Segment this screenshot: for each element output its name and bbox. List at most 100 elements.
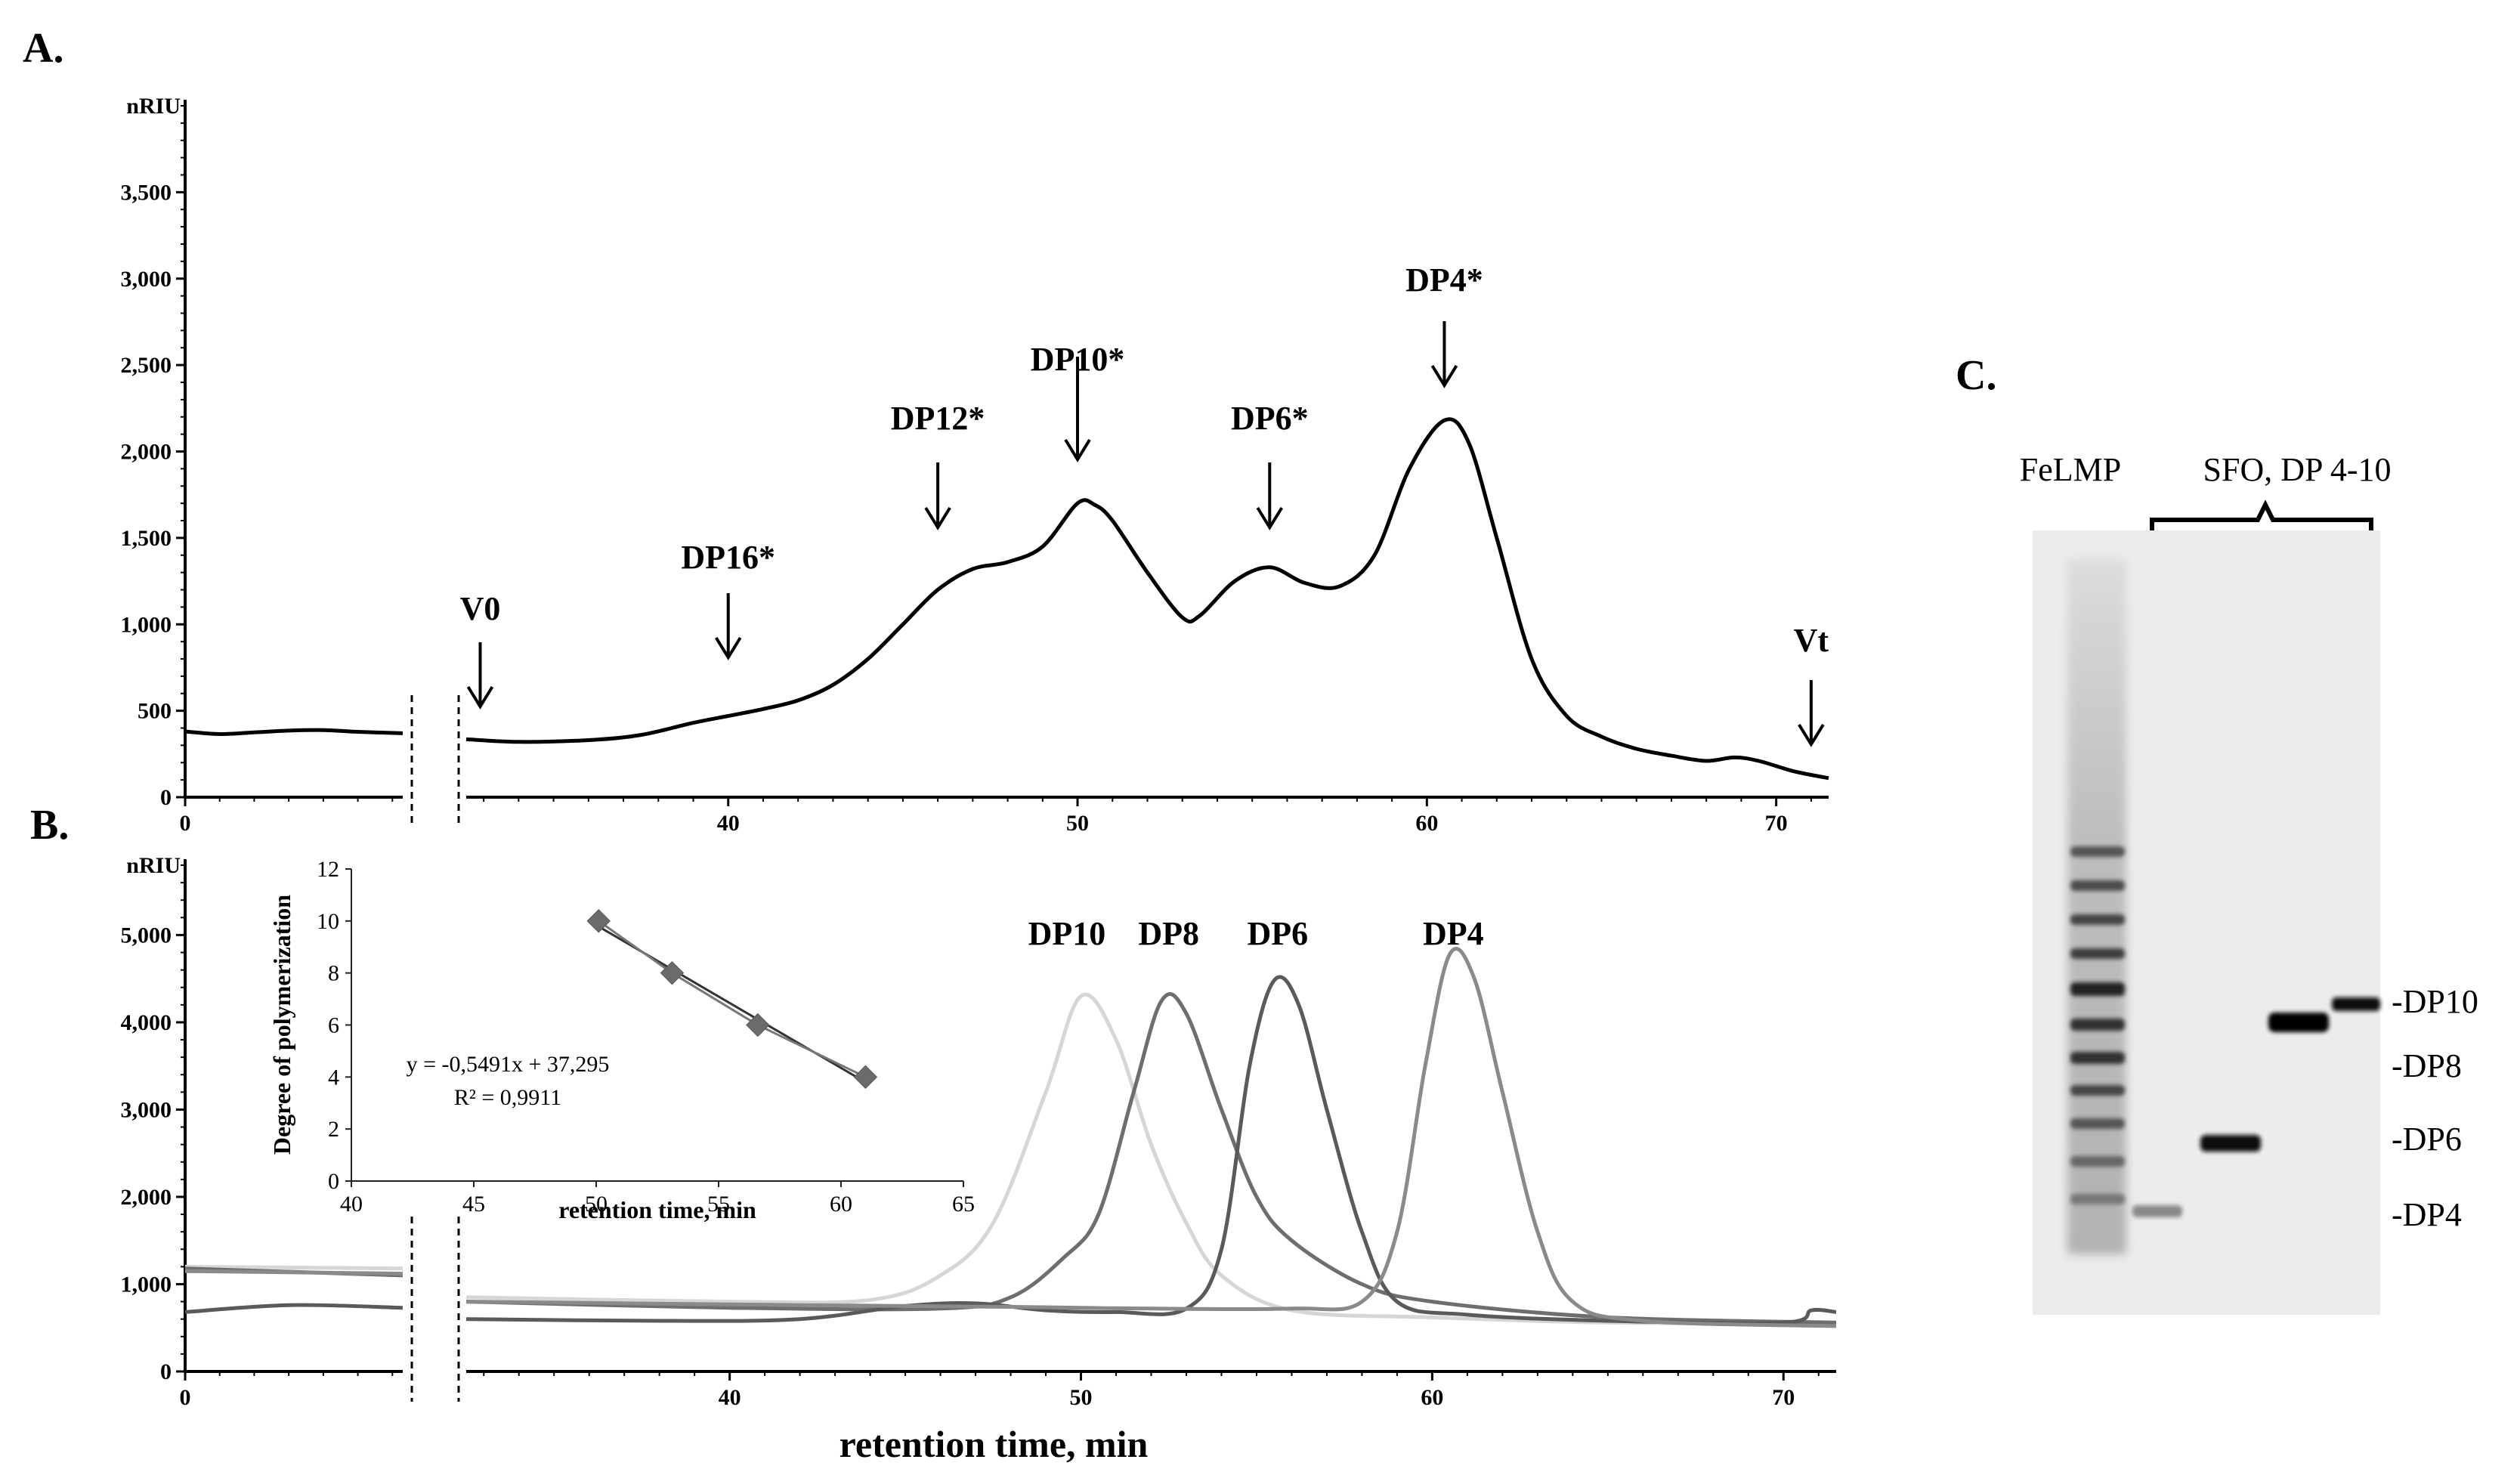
inset-x-axis-label: retention time, min <box>558 1196 756 1223</box>
x-tick-label: 70 <box>1772 1385 1795 1410</box>
y-tick-label: 500 <box>138 699 172 724</box>
y-tick-label: 1,000 <box>121 1272 172 1297</box>
panel-b-x-axis-label: retention time, min <box>839 1423 1149 1465</box>
y-tick-label: 3,000 <box>121 1097 172 1122</box>
gel-ladder-band <box>2070 1156 2125 1167</box>
x-tick-label: 40 <box>717 811 740 836</box>
inset-data-point <box>586 909 611 933</box>
gel-band-dp10 <box>2332 997 2380 1011</box>
y-tick-label: 1,000 <box>121 612 172 637</box>
gel-band-label-dp10: -DP10 <box>2392 983 2478 1020</box>
gel-lane-label-felmp: FeLMP <box>2020 451 2121 488</box>
inset-x-tick-label: 60 <box>830 1192 852 1217</box>
annotation-v0-label: V0 <box>460 590 501 627</box>
inset-y-tick-label: 4 <box>328 1065 339 1090</box>
gel-ladder-band <box>2070 846 2125 857</box>
inset-data-point <box>853 1065 878 1090</box>
inset-data-line <box>598 920 867 1078</box>
inset-r-squared: R² = 0,9911 <box>454 1085 561 1110</box>
gel-lane-label-sfo: SFO, DP 4-10 <box>2203 451 2392 488</box>
gel-ladder-band <box>2070 948 2125 959</box>
y-tick-label: 4,000 <box>121 1010 172 1035</box>
inset-x-tick-label: 45 <box>462 1192 485 1217</box>
x-tick-label: 70 <box>1765 811 1788 836</box>
x-tick-label: 0 <box>180 1385 191 1410</box>
inset-x-tick-label: 55 <box>707 1192 730 1217</box>
inset-data-point <box>746 1013 770 1037</box>
y-tick-label: 0 <box>160 785 172 810</box>
inset-x-tick-label: 65 <box>952 1192 975 1217</box>
series-dp6-left <box>184 1303 404 1314</box>
series-dp6-right <box>465 975 1837 1325</box>
gel-smear-felmp <box>2067 559 2126 1254</box>
inset-y-tick-label: 8 <box>328 961 339 986</box>
annotation-dp4-arrowhead <box>1430 364 1458 388</box>
inset-y-axis-label: Degree of polymerization <box>268 895 295 1155</box>
annotation-v0-arrowhead <box>466 685 494 710</box>
annotation-dp10-label: DP10 <box>1028 915 1106 952</box>
x-tick-label: 40 <box>719 1385 741 1410</box>
x-tick-label: 60 <box>1415 811 1438 836</box>
panel-a-chart: nRIU 05001,0001,5002,0002,5003,0003,500 … <box>121 94 1829 836</box>
panel-c-gel: FeLMP SFO, DP 4-10 -DP10 -DP8 -DP6 -DP4 <box>2020 451 2478 1315</box>
annotation-vt-label: Vt <box>1794 622 1829 659</box>
x-tick-label: 60 <box>1421 1385 1443 1410</box>
annotation-dp4-label: DP4* <box>1405 261 1483 298</box>
panel-c-label: C. <box>1956 352 1996 399</box>
gel-ladder-band <box>2070 1052 2125 1064</box>
y-tick-label: 1,500 <box>121 526 172 551</box>
y-tick-label: 2,500 <box>121 353 172 378</box>
gel-band-label-dp8: -DP8 <box>2392 1047 2462 1084</box>
inset-y-tick-label: 2 <box>328 1117 339 1142</box>
gel-band-dp4 <box>2132 1205 2182 1217</box>
gel-band-dp8 <box>2268 1013 2329 1032</box>
annotation-dp12-label: DP12* <box>891 400 985 437</box>
inset-x-tick-label: 50 <box>585 1192 608 1217</box>
gel-ladder-band <box>2070 1019 2125 1031</box>
series-dp10-right <box>465 992 1837 1327</box>
annotation-vt-arrowhead <box>1798 723 1825 747</box>
gel-ladder-band <box>2070 1118 2125 1129</box>
y-tick-label: 2,000 <box>121 1185 172 1210</box>
panel-b-y-axis-label: nRIU <box>126 853 181 878</box>
y-tick-label: 2,000 <box>121 440 172 465</box>
series-dp8-right <box>465 992 1837 1325</box>
y-tick-label: 0 <box>160 1359 172 1384</box>
gel-lane-bracket <box>2150 499 2373 544</box>
gel-ladder-bands <box>2070 846 2380 1217</box>
annotation-dp12-arrowhead <box>924 506 951 530</box>
series-dp10-left <box>184 1264 404 1271</box>
panel-a-y-axis-label: nRIU <box>126 94 181 119</box>
inset-y-tick-label: 10 <box>317 909 339 934</box>
y-tick-label: 3,500 <box>121 180 172 205</box>
gel-ladder-band <box>2070 880 2125 891</box>
gel-ladder-band <box>2070 1194 2125 1204</box>
inset-chart: 0 2 4 6 8 10 12 40 45 50 55 60 65 Degree of polymeri… <box>268 857 975 1223</box>
panel-a-label: A. <box>23 25 63 72</box>
gel-ladder-band <box>2070 914 2125 925</box>
gel-band-label-dp6: -DP6 <box>2392 1121 2462 1158</box>
y-tick-label: 5,000 <box>121 923 172 948</box>
panel-b-label: B. <box>30 802 69 849</box>
inset-y-tick-label: 6 <box>328 1013 339 1038</box>
gel-ladder-band <box>2070 982 2125 996</box>
annotation-dp6-label: DP6* <box>1231 400 1309 437</box>
annotation-dp10-arrowhead <box>1064 438 1091 462</box>
annotation-dp4-label: DP4 <box>1423 915 1484 952</box>
inset-x-tick-label: 40 <box>340 1192 363 1217</box>
annotation-dp8-label: DP8 <box>1138 915 1199 952</box>
y-tick-label: 3,000 <box>121 267 172 292</box>
series-dp4-right <box>465 947 1837 1328</box>
inset-data-point <box>660 960 685 985</box>
inset-y-tick-label: 12 <box>317 857 339 882</box>
annotation-dp16-arrowhead <box>715 636 742 660</box>
series-felmp-right <box>465 417 1829 781</box>
inset-y-tick-label: 0 <box>328 1169 339 1194</box>
gel-band-dp6 <box>2200 1135 2261 1152</box>
annotation-dp6-label: DP6 <box>1248 915 1309 952</box>
x-tick-label: 50 <box>1066 811 1089 836</box>
annotation-dp16-label: DP16* <box>681 539 775 576</box>
x-tick-label: 50 <box>1070 1385 1093 1410</box>
